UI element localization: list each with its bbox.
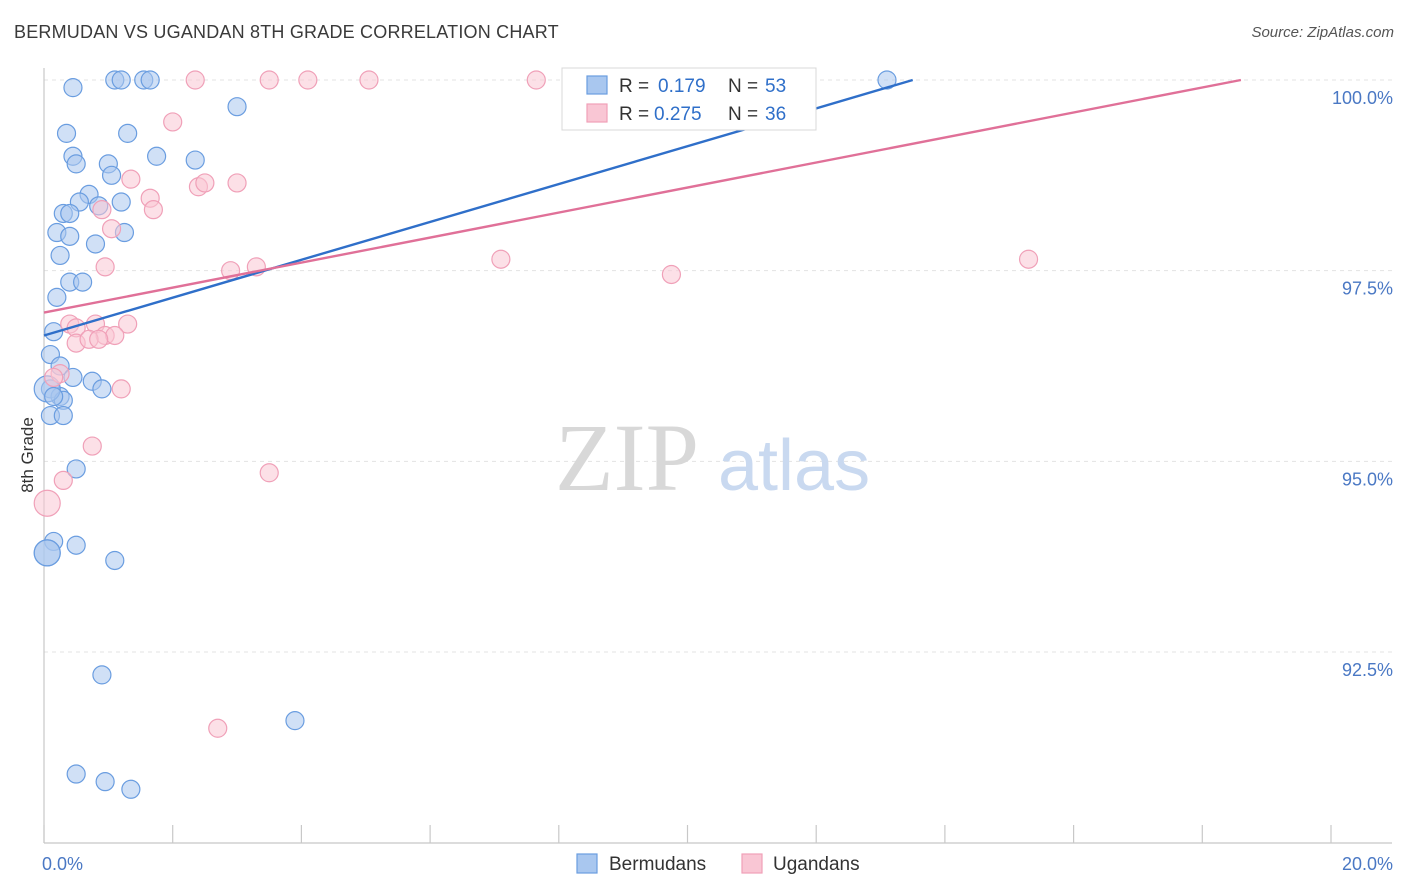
point-bermudans-2 [111, 70, 131, 90]
point-bermudans-14 [101, 165, 122, 185]
point-bermudans-45 [33, 539, 61, 567]
point-bermudans-27 [73, 272, 93, 292]
point-bermudans-13 [185, 150, 205, 170]
point-bermudans-18 [111, 192, 131, 212]
watermark-zip: ZIP [555, 404, 699, 511]
legend-n-label-2: N = [728, 104, 758, 125]
y-tick-label-1: 97.5% [1342, 279, 1393, 299]
chart-title: BERMUDAN VS UGANDAN 8TH GRADE CORRELATIO… [14, 22, 559, 42]
point-ugandans-9 [227, 173, 247, 193]
point-bermudans-40 [66, 459, 86, 479]
y-tick-label-3: 92.5% [1342, 660, 1393, 680]
x-tick-label-0: 0.0% [42, 854, 83, 874]
x-tick-labels: 0.0% 20.0% [42, 854, 1393, 874]
series-legend-swatch-ugandans [741, 853, 763, 874]
point-ugandans-2 [298, 70, 318, 90]
series-legend-bermudans: Bermudans [609, 854, 706, 875]
point-ugandans-1 [259, 70, 279, 90]
point-ugandans-3 [359, 70, 379, 90]
y-axis-title: 8th Grade [18, 417, 37, 493]
legend-r-label-1: R = [619, 76, 649, 97]
point-ugandans-35 [33, 489, 61, 517]
y-tick-label-2: 95.0% [1342, 469, 1393, 489]
legend-swatch-ugandans [586, 103, 608, 123]
point-bermudans-23 [85, 234, 106, 254]
point-ugandans-33 [259, 463, 279, 483]
point-ugandans-4 [526, 70, 546, 90]
point-ugandans-14 [95, 257, 115, 277]
legend-n-label-1: N = [728, 76, 758, 97]
point-bermudans-48 [66, 764, 86, 784]
point-bermudans-5 [227, 97, 247, 117]
point-bermudans-10 [66, 154, 86, 174]
series-legend-swatch-bermudans [576, 853, 598, 874]
point-ugandans-17 [491, 249, 511, 269]
y-tick-label-0: 100.0% [1332, 88, 1393, 108]
point-ugandans-28 [89, 329, 109, 349]
point-ugandans-34 [53, 470, 73, 490]
watermark: ZIP atlas [555, 404, 870, 511]
point-bermudans-34 [92, 379, 112, 399]
point-bermudans-46 [92, 665, 112, 685]
axes [43, 68, 1392, 844]
point-ugandans-31 [111, 379, 131, 399]
legend-swatch-bermudans [586, 75, 608, 95]
point-ugandans-30 [44, 367, 64, 388]
point-ugandans-36 [208, 718, 228, 738]
point-ugandans-23 [118, 314, 138, 334]
point-ugandans-11 [143, 200, 163, 220]
point-bermudans-4 [140, 70, 160, 90]
point-bermudans-28 [47, 287, 67, 307]
point-ugandans-12 [92, 200, 112, 220]
point-bermudans-43 [105, 550, 125, 571]
point-bermudans-0 [63, 78, 83, 98]
point-bermudans-8 [118, 123, 138, 143]
point-bermudans-6 [877, 70, 897, 90]
watermark-atlas: atlas [718, 426, 870, 506]
point-bermudans-52 [44, 386, 64, 407]
point-bermudans-12 [147, 146, 167, 166]
legend-n-value-2: 36 [765, 104, 786, 125]
point-bermudans-47 [285, 711, 305, 731]
point-bermudans-25 [50, 245, 70, 266]
point-bermudans-20 [60, 203, 80, 224]
point-ugandans-8 [195, 173, 215, 193]
legend-n-value-1: 53 [765, 76, 786, 97]
y-tick-labels: 100.0% 97.5% 95.0% 92.5% [1332, 88, 1393, 680]
point-bermudans-22 [60, 226, 80, 246]
series-legend: Bermudans Ugandans [576, 853, 860, 875]
grid-lines [44, 79, 1392, 653]
point-ugandans-18 [661, 264, 682, 285]
point-ugandans-25 [105, 325, 125, 346]
point-ugandans-32 [82, 436, 102, 456]
legend-r-value-2: 0.275 [654, 104, 702, 125]
stats-legend: R = 0.179 N = 53 R = 0.275 N = 36 [561, 67, 817, 131]
trend-line-ugandans [43, 78, 1242, 314]
point-ugandans-5 [163, 112, 183, 132]
point-bermudans-49 [95, 772, 115, 792]
point-ugandans-19 [1018, 249, 1039, 269]
point-ugandans-13 [101, 219, 122, 239]
point-ugandans-6 [121, 169, 141, 189]
legend-r-value-1: 0.179 [658, 76, 706, 97]
point-bermudans-39 [53, 405, 73, 426]
source-label: Source: ZipAtlas.com [1251, 24, 1394, 41]
series-legend-ugandans: Ugandans [773, 854, 860, 875]
point-bermudans-42 [66, 535, 86, 555]
legend-r-label-2: R = [619, 104, 649, 125]
point-bermudans-7 [56, 123, 77, 143]
x-tick-label-1: 20.0% [1342, 854, 1393, 874]
point-ugandans-0 [185, 70, 205, 90]
point-bermudans-50 [121, 779, 141, 799]
data-points [33, 70, 1039, 799]
